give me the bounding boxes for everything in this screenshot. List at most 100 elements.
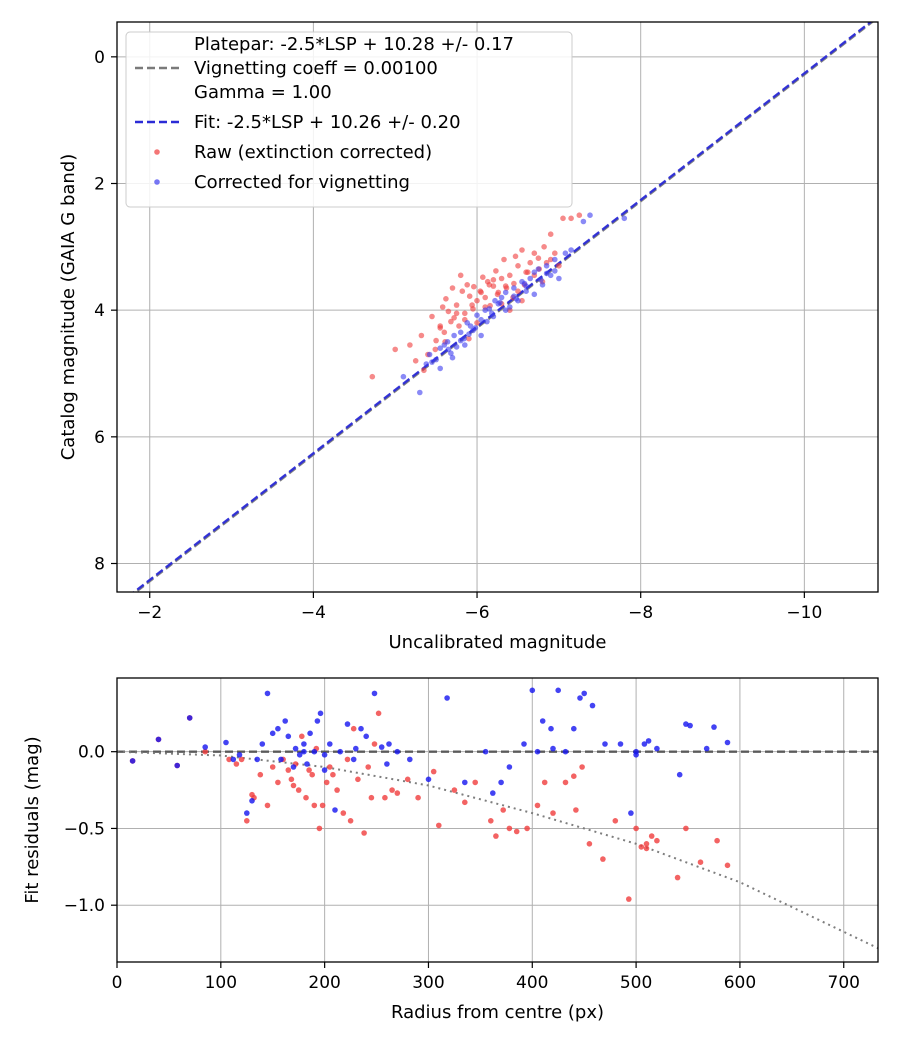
data-point-corrected	[230, 756, 237, 763]
data-point-corrected	[264, 690, 271, 697]
data-point-raw	[299, 733, 305, 740]
data-point-raw	[472, 779, 479, 786]
data-point-raw	[375, 710, 382, 717]
data-point-corrected	[466, 331, 472, 338]
data-point-corrected	[521, 741, 527, 747]
data-point-raw	[436, 822, 442, 829]
data-point-corrected	[589, 702, 596, 709]
data-point-raw	[464, 282, 471, 288]
data-point-corrected	[275, 725, 281, 732]
data-point-raw	[648, 833, 655, 839]
legend-entry-label: Gamma = 1.00	[194, 82, 332, 103]
data-point-corrected	[350, 756, 357, 763]
data-point-corrected	[457, 329, 464, 336]
data-point-corrected	[687, 722, 693, 729]
data-point-corrected	[437, 365, 444, 372]
data-point-corrected	[155, 736, 162, 743]
data-point-raw	[344, 756, 351, 763]
data-point-raw	[451, 787, 458, 793]
data-point-raw	[550, 810, 556, 816]
data-point-corrected	[562, 250, 569, 256]
data-point-corrected	[444, 695, 450, 701]
y-tick-label: −1.0	[64, 896, 105, 916]
data-point-raw	[506, 825, 513, 832]
data-point-raw	[523, 269, 529, 276]
data-point-corrected	[539, 282, 546, 288]
residuals-plot: 0 100 200 300 400 500 600 700 0.0 −0.5 −1.0 Radius …	[22, 677, 879, 1023]
data-point-corrected	[292, 745, 299, 752]
data-point-raw	[511, 280, 517, 287]
data-point-corrected	[445, 346, 452, 353]
data-point-corrected	[474, 312, 480, 319]
data-point-corrected	[484, 318, 490, 325]
data-point-corrected	[321, 752, 328, 758]
data-point-raw	[392, 346, 399, 353]
data-point-raw	[579, 764, 585, 770]
data-point-raw	[512, 253, 519, 260]
data-point-corrected	[317, 710, 324, 717]
data-point-raw	[453, 310, 460, 317]
data-point-corrected	[543, 263, 550, 269]
data-point-corrected	[490, 790, 496, 796]
x-tick-label: 0	[112, 973, 123, 993]
data-point-corrected	[451, 332, 457, 339]
data-point-raw	[448, 318, 454, 325]
data-point-corrected	[462, 779, 468, 786]
data-point-corrected	[552, 256, 558, 263]
data-point-corrected	[478, 316, 484, 323]
data-point-corrected	[498, 294, 505, 301]
series-line-1	[132, 22, 873, 592]
data-point-raw	[433, 337, 439, 344]
data-point-corrected	[486, 306, 493, 312]
data-point-corrected	[507, 304, 513, 310]
data-point-corrected	[278, 756, 284, 763]
data-point-raw	[626, 896, 632, 902]
data-point-corrected	[506, 764, 513, 770]
data-point-raw	[306, 767, 312, 773]
data-point-corrected	[394, 748, 401, 755]
data-point-raw	[459, 288, 466, 295]
data-point-raw	[488, 818, 494, 824]
data-point-corrected	[358, 725, 364, 732]
data-point-corrected	[531, 269, 538, 276]
data-point-raw	[244, 818, 250, 824]
data-point-raw	[303, 794, 309, 801]
data-point-raw	[552, 250, 558, 256]
data-point-raw	[285, 767, 292, 773]
x-tick-label: 700	[828, 973, 860, 993]
data-point-corrected	[654, 745, 660, 752]
x-tick-label: −8	[628, 603, 653, 623]
data-point-raw	[295, 787, 302, 793]
data-point-corrected	[711, 724, 717, 730]
data-point-raw	[415, 794, 421, 801]
data-point-corrected	[645, 738, 652, 744]
data-point-corrected	[534, 748, 541, 755]
data-point-corrected	[301, 748, 307, 755]
data-point-raw	[534, 802, 541, 809]
legend-entry-label: Vignetting coeff = 0.00100	[194, 58, 438, 79]
data-point-raw	[478, 289, 484, 296]
data-point-corrected	[472, 325, 479, 331]
data-point-raw	[443, 296, 449, 302]
data-point-corrected	[437, 345, 444, 352]
data-point-corrected	[513, 296, 520, 302]
data-point-raw	[531, 250, 538, 256]
data-point-corrected	[337, 748, 344, 755]
plot-background	[117, 678, 878, 962]
data-point-corrected	[467, 323, 474, 329]
data-point-raw	[439, 304, 446, 310]
data-point-corrected	[538, 277, 544, 283]
data-point-raw	[547, 231, 554, 237]
data-point-corrected	[497, 299, 503, 306]
data-point-corrected	[433, 356, 439, 363]
data-point-corrected	[556, 275, 562, 282]
data-point-raw	[309, 771, 316, 778]
data-point-raw	[238, 756, 245, 763]
data-point-raw	[643, 845, 650, 852]
data-point-corrected	[290, 764, 297, 770]
data-point-raw	[371, 741, 378, 747]
x-tick-label: 600	[724, 973, 756, 993]
data-point-raw	[683, 825, 689, 832]
data-point-corrected	[223, 739, 229, 746]
data-point-raw	[556, 263, 562, 269]
